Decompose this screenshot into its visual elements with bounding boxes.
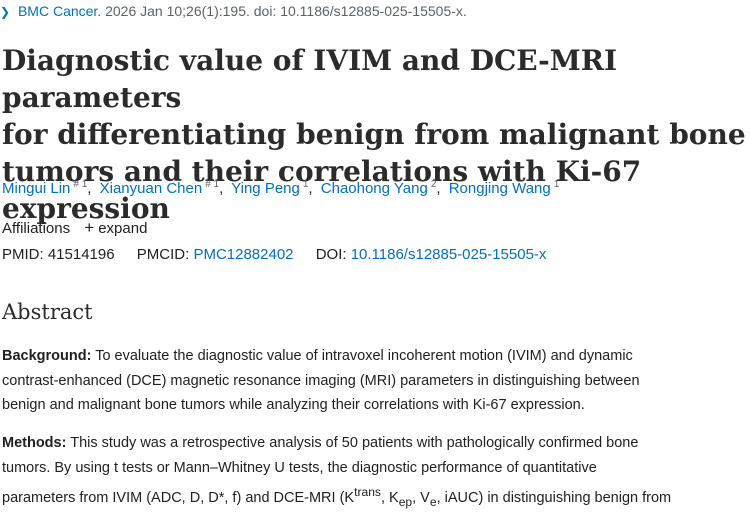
- journal-link[interactable]: BMC Cancer.: [17, 3, 102, 19]
- methods-label: Methods:: [2, 435, 67, 451]
- identifiers-row: PMID: 41514196 PMCID: PMC12882402 DOI: 1…: [2, 246, 564, 263]
- methods-text-line: parameters from IVIM (ADC, D, D*, f) and…: [2, 485, 672, 509]
- author-affiliation-ref[interactable]: 1: [553, 179, 560, 190]
- expand-label: expand: [98, 220, 148, 237]
- author-link[interactable]: Xianyuan Chen: [99, 180, 203, 197]
- author-link[interactable]: Chaohong Yang: [320, 180, 428, 197]
- background-text-line: To evaluate the diagnostic value of intr…: [95, 348, 633, 364]
- author-affiliation-ref[interactable]: # 1: [73, 179, 88, 190]
- citation-details: 2026 Jan 10;26(1):195. doi: 10.1186/s128…: [105, 3, 467, 19]
- abstract-background: Background: To evaluate the diagnostic v…: [2, 344, 747, 418]
- title-line: tumors and their correlations with Ki-67…: [2, 155, 642, 225]
- pmcid-link[interactable]: PMC12882402: [193, 246, 294, 263]
- author-affiliation-ref[interactable]: # 1: [205, 179, 220, 190]
- plus-icon: +: [84, 218, 95, 237]
- methods-text-line: This study was a retrospective analysis …: [70, 435, 639, 451]
- author-list: Mingui Lin # 1, Xianyuan Chen # 1, Ying Pe…: [2, 179, 560, 197]
- author-link[interactable]: Rongjing Wang: [448, 180, 551, 197]
- author-link[interactable]: Ying Peng: [231, 180, 300, 197]
- author-link[interactable]: Mingui Lin: [2, 180, 71, 197]
- author-affiliation-ref[interactable]: 1: [302, 179, 309, 190]
- methods-text-line: tumors. By using t tests or Mann–Whitney…: [2, 459, 597, 476]
- article-title: Diagnostic value of IVIM and DCE-MRI par…: [2, 42, 747, 227]
- abstract-methods: Methods: This study was a retrospective …: [2, 431, 747, 514]
- pmid-label: PMID:: [2, 246, 44, 263]
- doi-label: DOI:: [315, 246, 347, 263]
- abstract-heading: Abstract: [2, 300, 93, 324]
- pmid-value: 41514196: [47, 246, 115, 263]
- chevron-down-icon[interactable]: ❯: [0, 5, 11, 19]
- background-label: Background:: [2, 348, 92, 364]
- citation-line: ❯ BMC Cancer. 2026 Jan 10;26(1):195. doi…: [0, 3, 467, 19]
- title-line: Diagnostic value of IVIM and DCE-MRI par…: [2, 44, 618, 114]
- doi-link[interactable]: 10.1186/s12885-025-15505-x: [350, 246, 547, 263]
- author-affiliation-ref[interactable]: 2: [430, 179, 437, 190]
- background-text-line: benign and malignant bone tumors while a…: [2, 397, 585, 413]
- pmcid-label: PMCID:: [136, 246, 190, 263]
- title-line: for differentiating benign from malignan…: [2, 118, 746, 151]
- affiliations-expand-button[interactable]: + expand: [84, 218, 148, 237]
- article-page: ❯ BMC Cancer. 2026 Jan 10;26(1):195. doi…: [0, 3, 747, 509]
- affiliations-row: Affiliations + expand: [2, 218, 147, 238]
- background-text-line: contrast-enhanced (DCE) magnetic resonan…: [2, 372, 640, 389]
- affiliations-label: Affiliations: [2, 220, 71, 237]
